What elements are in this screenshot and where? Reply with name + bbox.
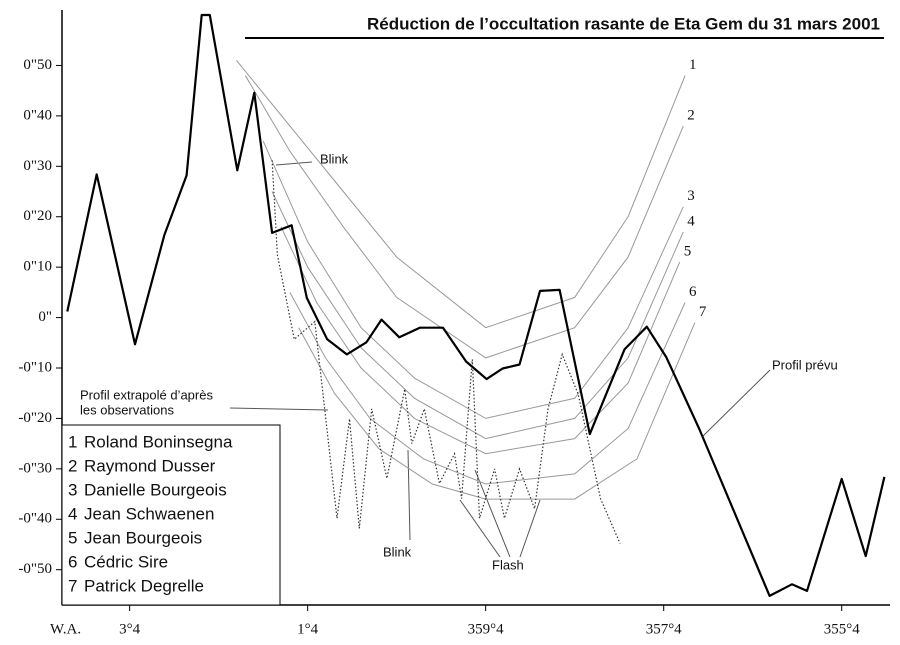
- annotation: les observations: [80, 402, 174, 417]
- curve-label: 1: [689, 57, 697, 73]
- annotation: Blink: [320, 151, 349, 166]
- legend-number: 7: [68, 576, 77, 595]
- y-tick-label: 0"10: [23, 259, 52, 275]
- x-tick-label: 3°4: [119, 621, 140, 637]
- extrapolated-profile: [271, 160, 621, 544]
- legend-number: 1: [68, 432, 77, 451]
- y-tick-label: 0": [38, 309, 52, 325]
- annotation: Profil prévu: [772, 357, 838, 372]
- x-tick-label: 1°4: [297, 621, 318, 637]
- arrow: [407, 449, 411, 541]
- y-tick-label: -0"20: [18, 410, 52, 426]
- arrow: [701, 369, 771, 438]
- curve-label: 4: [687, 213, 695, 229]
- observer-curve: [271, 191, 684, 440]
- legend-box: [61, 424, 281, 606]
- y-tick-label: -0"30: [18, 460, 52, 476]
- x-tick-label: 357°4: [646, 621, 682, 637]
- annotation: Flash: [492, 557, 524, 572]
- observer-curve: [298, 322, 696, 500]
- x-axis-label: W.A.: [50, 621, 81, 637]
- legend-name: Patrick Degrelle: [84, 576, 204, 595]
- legend-name: Jean Schwaenen: [84, 504, 214, 523]
- curve-label: 5: [684, 244, 692, 260]
- curve-label: 6: [689, 284, 697, 300]
- curve-label: 7: [699, 304, 707, 320]
- curve-label: 3: [687, 188, 695, 204]
- legend-name: Jean Bourgeois: [84, 528, 202, 547]
- legend-number: 6: [68, 552, 77, 571]
- observer-curve: [236, 60, 686, 329]
- legend-name: Raymond Dusser: [84, 456, 216, 475]
- arrow: [519, 499, 541, 558]
- y-tick-label: -0"10: [18, 359, 52, 375]
- arrow: [229, 407, 329, 411]
- legend-number: 5: [68, 528, 77, 547]
- annotation: Profil extrapolé d’après: [80, 387, 213, 402]
- y-tick-label: 0"30: [23, 158, 52, 174]
- predicted-profile: [66, 13, 886, 597]
- y-tick-label: -0"40: [18, 511, 52, 527]
- annotation: Blink: [383, 544, 412, 559]
- chart-title: Réduction de l’occultation rasante de Et…: [367, 14, 880, 33]
- observer-curve: [289, 292, 686, 485]
- legend-name: Roland Boninsegna: [84, 432, 233, 451]
- arrow: [275, 161, 313, 166]
- legend-number: 2: [68, 456, 77, 475]
- arrow: [474, 469, 511, 558]
- legend-name: Cédric Sire: [84, 552, 168, 571]
- y-tick-label: 0"20: [23, 208, 52, 224]
- legend-name: Danielle Bourgeois: [84, 480, 227, 499]
- curve-label: 2: [687, 107, 695, 123]
- legend-number: 4: [68, 504, 77, 523]
- x-tick-label: 355°4: [824, 621, 860, 637]
- observer-curve: [280, 226, 681, 455]
- annotation-arrows: [229, 161, 771, 558]
- arrow: [459, 499, 501, 558]
- y-tick-label: -0"50: [18, 561, 52, 577]
- y-tick-label: 0"40: [23, 107, 52, 123]
- x-tick-label: 359°4: [468, 621, 504, 637]
- observer-curve: [262, 140, 684, 419]
- legend-number: 3: [68, 480, 77, 499]
- y-tick-label: 0"50: [23, 57, 52, 73]
